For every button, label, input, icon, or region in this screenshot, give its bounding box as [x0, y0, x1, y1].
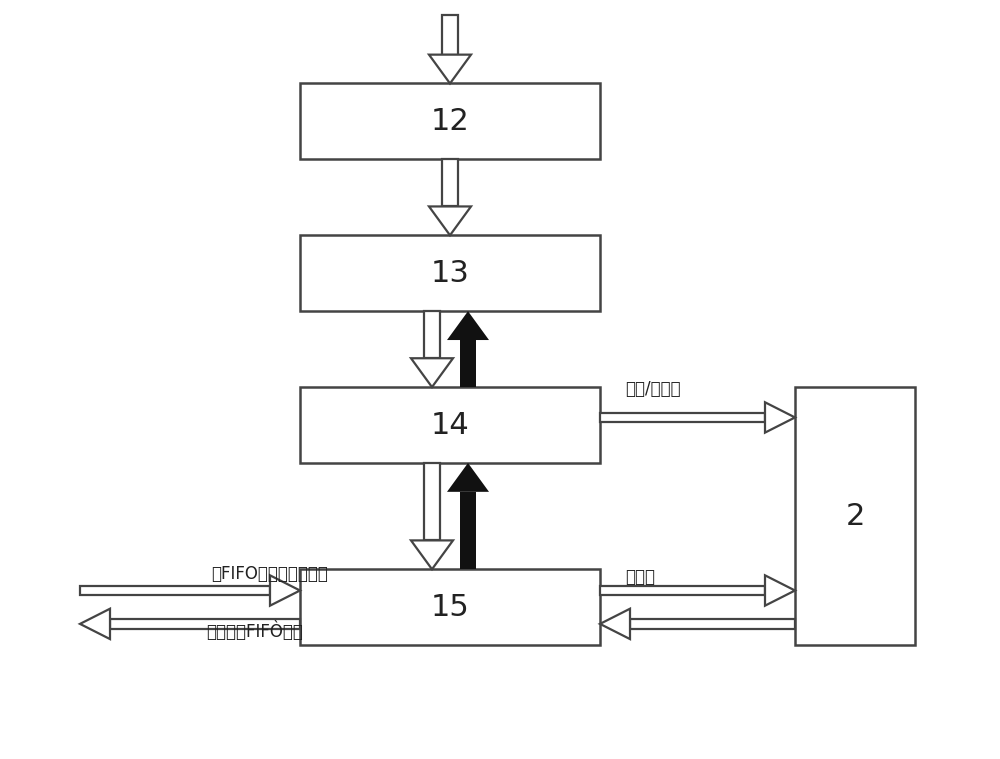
- Text: 15: 15: [431, 593, 469, 622]
- Bar: [600, 412, 765, 422]
- Polygon shape: [80, 609, 110, 639]
- Bar: [300, 235, 600, 311]
- Polygon shape: [765, 402, 795, 433]
- Bar: [460, 340, 476, 387]
- Polygon shape: [411, 358, 453, 387]
- Bar: [424, 311, 440, 358]
- Text: 写FIFO模块送来的数据: 写FIFO模块送来的数据: [212, 565, 328, 583]
- Bar: [300, 387, 600, 463]
- Bar: [442, 15, 458, 55]
- Bar: [110, 619, 300, 628]
- Text: 输出至读FIFÒ模块: 输出至读FIFÒ模块: [207, 622, 303, 641]
- Polygon shape: [600, 609, 630, 639]
- Bar: [300, 569, 600, 645]
- Polygon shape: [447, 311, 489, 340]
- Bar: [300, 83, 600, 159]
- Bar: [424, 463, 440, 540]
- Text: 数据线: 数据线: [625, 568, 655, 586]
- Polygon shape: [447, 463, 489, 492]
- Bar: [600, 586, 765, 595]
- Polygon shape: [429, 206, 471, 235]
- Bar: [630, 619, 795, 628]
- Text: 12: 12: [431, 107, 469, 136]
- Polygon shape: [765, 575, 795, 606]
- Text: 2: 2: [845, 502, 865, 531]
- Bar: [460, 492, 476, 569]
- Polygon shape: [429, 55, 471, 83]
- Bar: [795, 387, 915, 645]
- Bar: [442, 159, 458, 206]
- Polygon shape: [411, 540, 453, 569]
- Bar: [80, 586, 270, 595]
- Text: 地址/控制线: 地址/控制线: [625, 380, 681, 398]
- Text: 14: 14: [431, 411, 469, 439]
- Text: 13: 13: [431, 259, 469, 288]
- Polygon shape: [270, 575, 300, 606]
